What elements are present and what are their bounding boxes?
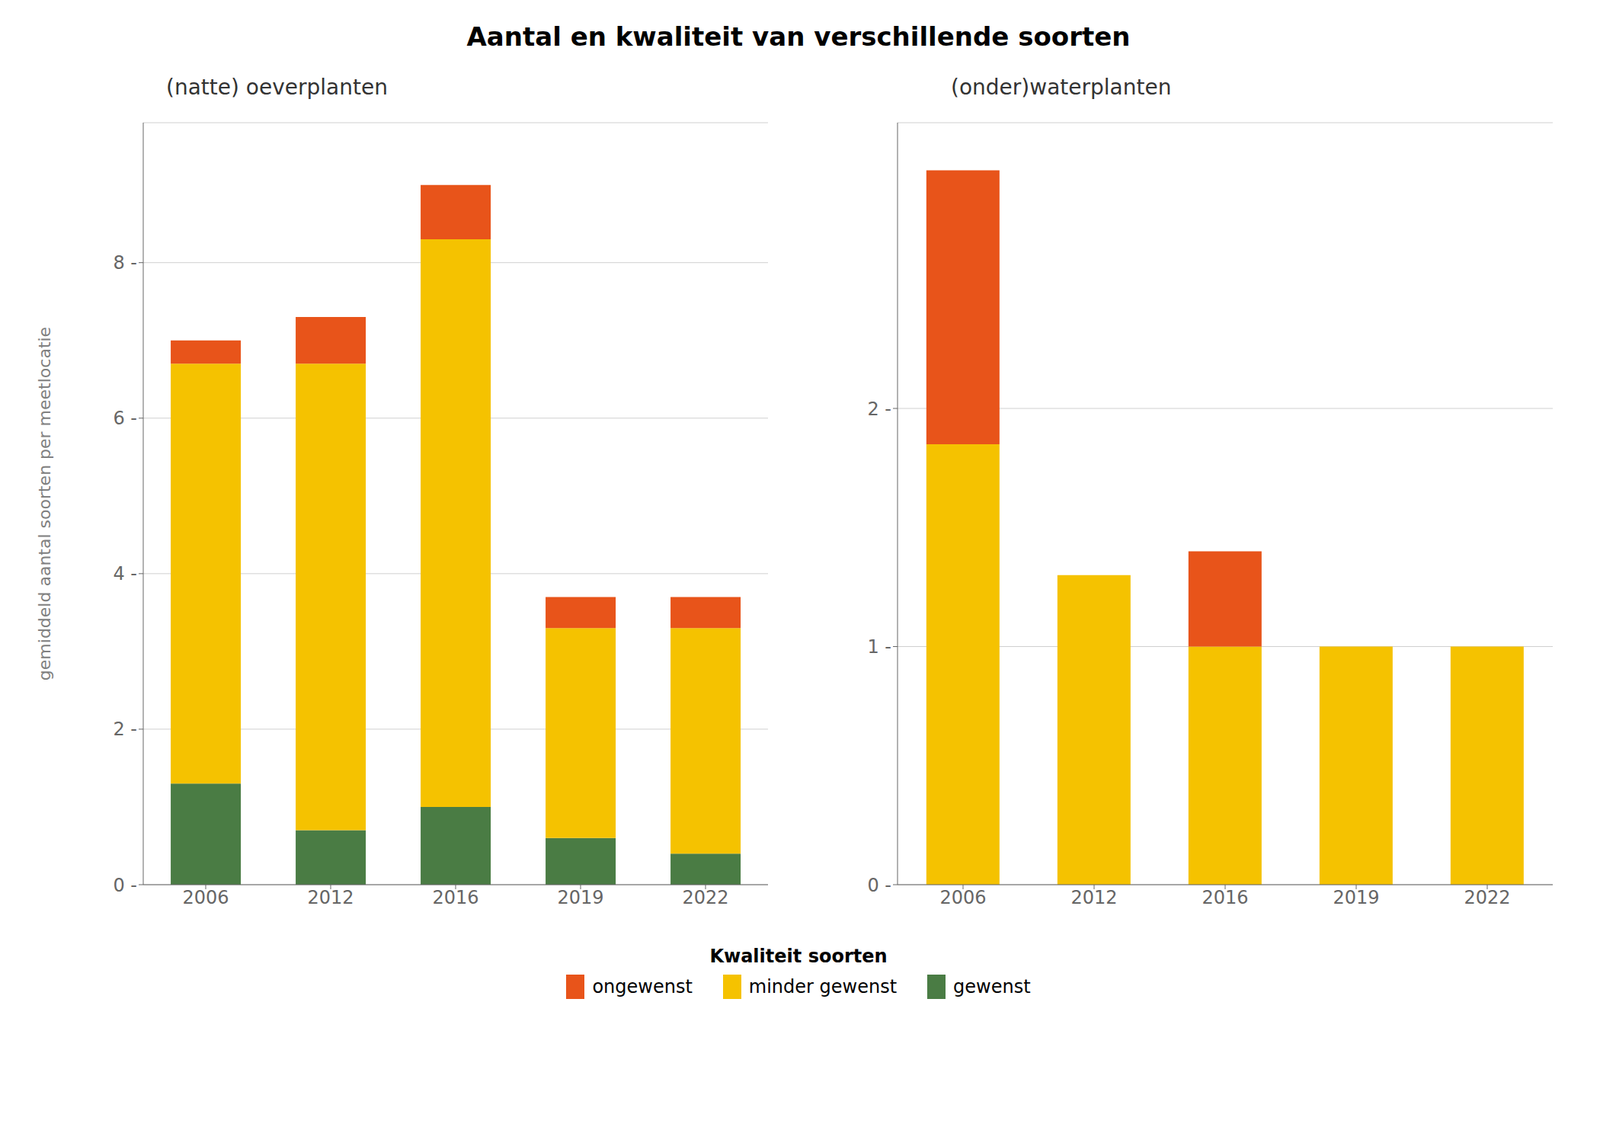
svg-text:6 -: 6 -: [112, 407, 138, 429]
svg-text:2016: 2016: [432, 886, 479, 909]
svg-text:2016: 2016: [1201, 886, 1248, 909]
svg-text:2022: 2022: [681, 886, 729, 909]
svg-text:0 -: 0 -: [112, 874, 138, 896]
svg-text:gemiddeld aantal soorten per m: gemiddeld aantal soorten per meetlocatie: [35, 326, 55, 681]
svg-text:2022: 2022: [1463, 886, 1511, 909]
html-text:Aantal en kwaliteit van versch: Aantal en kwaliteit van verschillende so…: [466, 21, 1131, 52]
html-text:gewenst: gewenst: [953, 976, 1031, 998]
svg-text:2 -: 2 -: [112, 718, 138, 740]
svg-text:4 -: 4 -: [112, 563, 138, 585]
html-text:(natte) oeverplanten: (natte) oeverplanten: [166, 74, 388, 100]
html-text:ongewenst: ongewenst: [592, 976, 693, 998]
html-text:Kwaliteit soorten: Kwaliteit soorten: [709, 945, 888, 967]
svg-text:0 -: 0 -: [867, 874, 892, 896]
svg-text:2 -: 2 -: [867, 398, 892, 420]
svg-text:1 -: 1 -: [867, 636, 892, 658]
svg-text:2019: 2019: [556, 886, 604, 909]
svg-text:8 -: 8 -: [112, 252, 138, 274]
html-text:minder gewenst: minder gewenst: [748, 976, 897, 998]
svg-text:2012: 2012: [1070, 886, 1117, 909]
svg-text:2019: 2019: [1332, 886, 1380, 909]
svg-text:2006: 2006: [939, 886, 986, 909]
svg-text:2012: 2012: [307, 886, 354, 909]
svg-text:2006: 2006: [182, 886, 229, 909]
html-text:(onder)waterplanten: (onder)waterplanten: [950, 74, 1172, 100]
